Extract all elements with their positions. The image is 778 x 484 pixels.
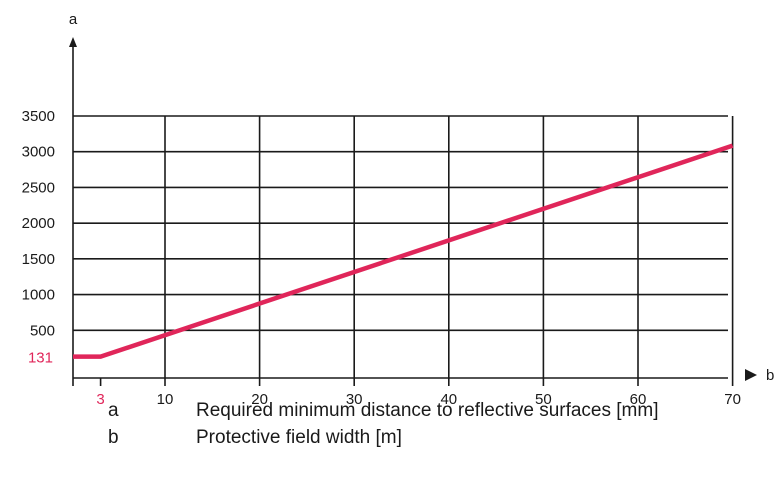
series — [73, 143, 734, 359]
x-tick-label-50: 50 — [535, 391, 552, 408]
legend-text-b: Protective field width [m] — [196, 427, 402, 448]
x-axis-letter: b — [766, 367, 774, 384]
legend-key-a: a — [108, 400, 119, 421]
axes: ab — [69, 11, 774, 386]
y-tick-label-1500: 1500 — [22, 251, 55, 268]
x-tick-label-10: 10 — [157, 391, 174, 408]
y-tick-label-2000: 2000 — [22, 215, 55, 232]
legend-key-b: b — [108, 427, 119, 448]
x-tick-label-20: 20 — [251, 391, 268, 408]
y-tick-label-2500: 2500 — [22, 179, 55, 196]
x-tick-label-highlight: 3 — [96, 391, 104, 408]
y-tick-label-highlight: 131 — [28, 350, 53, 367]
y-tick-label-500: 500 — [30, 322, 55, 339]
x-tick-label-40: 40 — [440, 391, 457, 408]
legend-item-a: a Required minimum distance to reflective… — [108, 400, 659, 422]
grid — [73, 115, 734, 378]
y-tick-label-1000: 1000 — [22, 287, 55, 304]
y-tick-label-3500: 3500 — [22, 108, 55, 125]
tick-labels: 500 1000 1500 2000 2500 3000 3500 131 10 20 30 40 50… — [22, 108, 741, 408]
series-line-0 — [73, 143, 734, 359]
x-axis-arrow — [745, 369, 757, 381]
y-tick-label-3000: 3000 — [22, 144, 55, 161]
y-axis-arrow — [69, 37, 77, 47]
x-tick-label-30: 30 — [346, 391, 363, 408]
y-axis-letter: a — [69, 11, 78, 28]
legend-item-b: b Protective field width [m] — [108, 427, 402, 449]
x-tick-label-60: 60 — [630, 391, 647, 408]
x-tick-label-70: 70 — [724, 391, 741, 408]
legend-text-a: Required minimum distance to reflective … — [196, 400, 659, 421]
